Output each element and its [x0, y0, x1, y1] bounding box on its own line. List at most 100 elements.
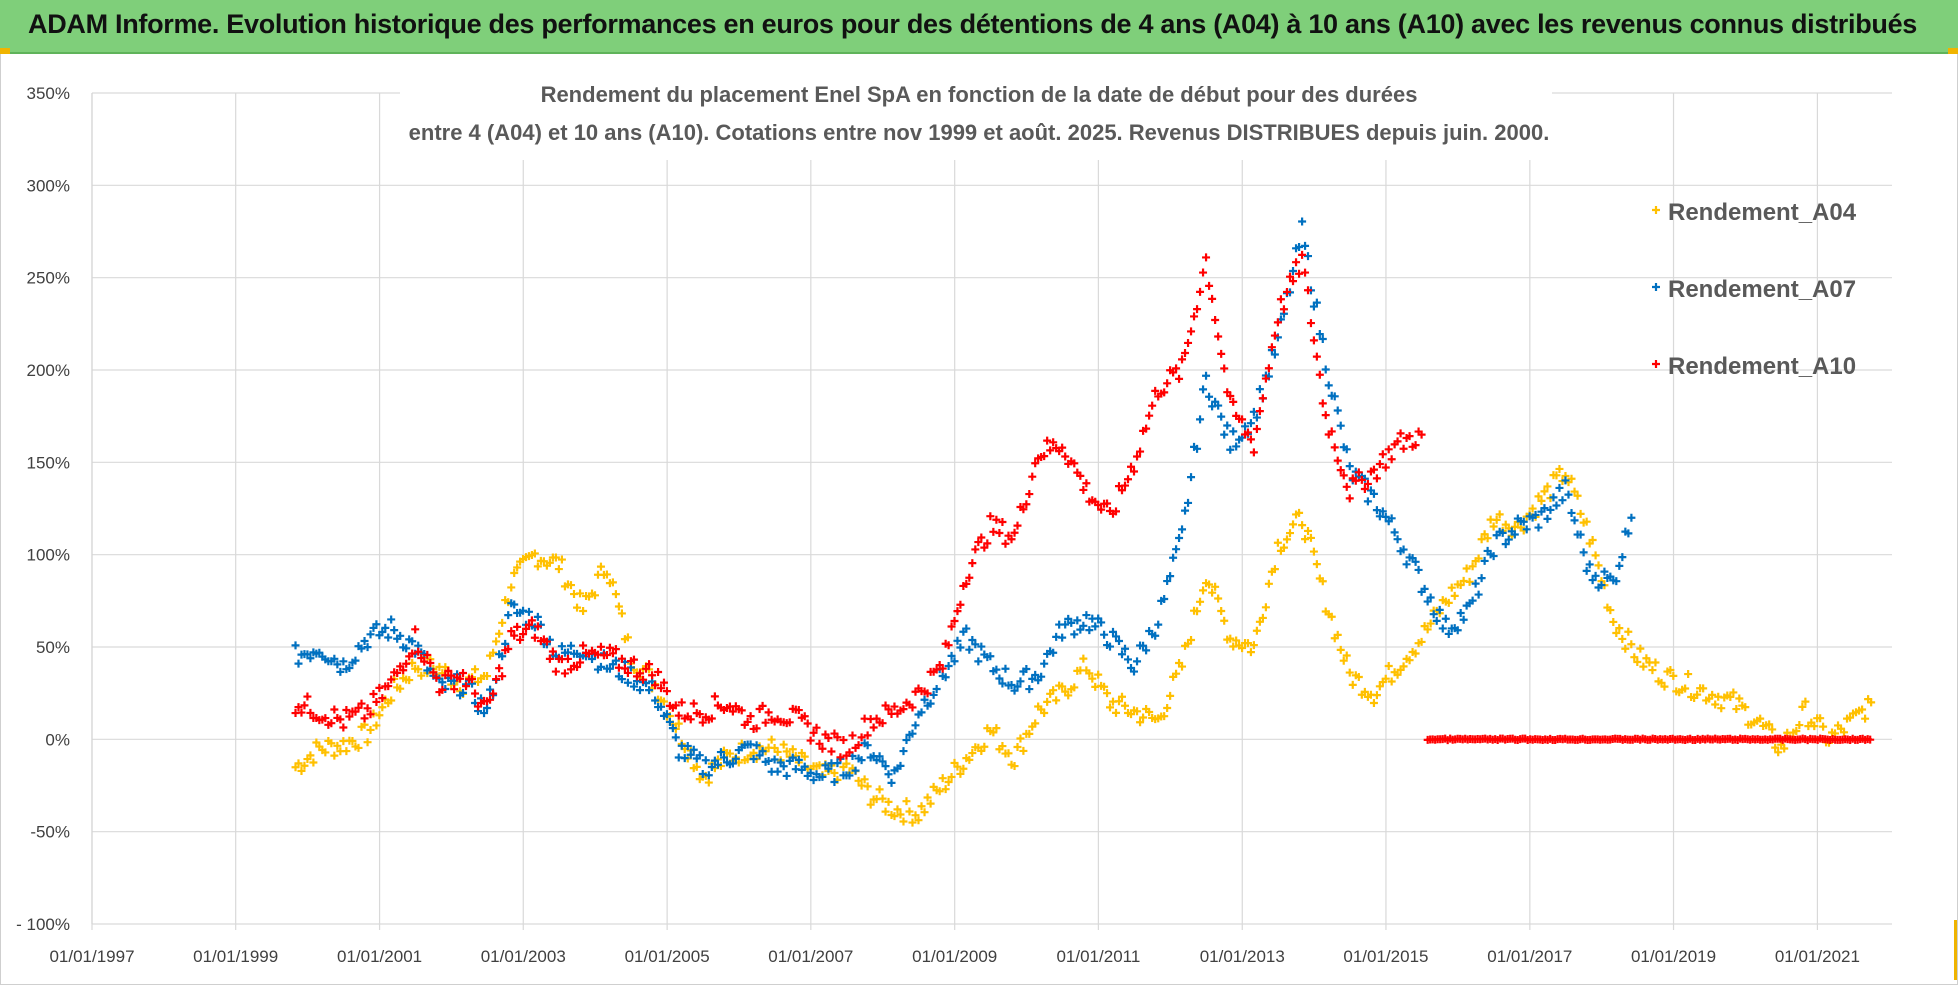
data-point [857, 733, 866, 742]
data-point [1666, 665, 1675, 674]
data-point [878, 794, 887, 803]
data-point [402, 659, 411, 668]
data-point [1363, 479, 1372, 488]
data-point [557, 642, 566, 651]
data-point [635, 669, 644, 678]
data-point [1384, 445, 1393, 454]
data-point [522, 624, 531, 633]
data-point [830, 777, 839, 786]
data-point [1564, 490, 1573, 499]
data-point [1561, 476, 1570, 485]
data-point [444, 666, 453, 675]
data-point [1217, 349, 1226, 358]
data-point [1369, 489, 1378, 498]
data-point [746, 712, 755, 721]
data-point [974, 538, 983, 547]
data-point [848, 731, 857, 740]
data-point [1279, 543, 1288, 552]
legend: Rendement_A04 Rendement_A07 Rendement_A10 [1652, 199, 1857, 380]
data-point [1819, 722, 1828, 731]
data-point [1136, 718, 1145, 727]
data-point [1028, 472, 1037, 481]
data-point [824, 734, 833, 742]
data-point [608, 578, 617, 587]
data-point [809, 728, 818, 737]
x-tick-label: 01/01/2019 [1631, 947, 1716, 966]
data-point [1375, 460, 1384, 469]
data-point [635, 686, 644, 695]
data-point [818, 772, 827, 781]
data-point [1133, 707, 1142, 716]
data-point [1298, 521, 1307, 530]
data-point [689, 699, 698, 708]
data-point [1070, 630, 1079, 639]
data-point [1163, 704, 1172, 713]
data-point [749, 754, 758, 763]
data-point [962, 579, 971, 588]
data-point [372, 721, 381, 730]
data-point [794, 755, 803, 764]
data-point [710, 756, 719, 765]
data-point [1534, 492, 1543, 501]
data-point [513, 622, 522, 631]
data-point [1417, 430, 1426, 439]
data-point [1570, 487, 1579, 496]
data-point [387, 675, 396, 684]
data-point [1169, 368, 1178, 377]
data-point [654, 667, 663, 676]
data-point [1243, 639, 1252, 648]
data-point [1175, 533, 1184, 542]
data-point [698, 770, 707, 779]
data-point [1130, 467, 1139, 476]
data-point [1306, 319, 1315, 328]
data-point [977, 533, 986, 542]
data-point [1771, 743, 1780, 752]
data-point [1309, 547, 1318, 556]
data-point [1160, 712, 1169, 721]
data-point [539, 557, 548, 566]
data-point [1190, 312, 1199, 321]
data-point [623, 633, 632, 642]
data-point [623, 668, 632, 677]
data-point [495, 664, 504, 673]
data-point [1381, 463, 1390, 472]
data-point [1438, 624, 1447, 633]
corner-mark-bottom-right [1954, 920, 1958, 980]
data-point [1444, 598, 1453, 607]
data-point [300, 761, 309, 770]
data-point [657, 702, 666, 711]
data-point [812, 723, 821, 732]
x-tick-label: 01/01/2001 [337, 947, 422, 966]
data-point [1226, 445, 1235, 454]
data-point [510, 600, 519, 609]
data-point [1774, 748, 1783, 757]
data-point [327, 739, 336, 748]
data-point [857, 756, 866, 765]
data-point [1372, 506, 1381, 515]
data-point [944, 662, 953, 671]
data-point [995, 674, 1004, 683]
data-point [408, 637, 417, 646]
data-point [899, 747, 908, 756]
data-point [959, 764, 968, 773]
x-tick-label: 01/01/2013 [1200, 947, 1285, 966]
data-point [953, 636, 962, 645]
data-point [1652, 206, 1660, 214]
data-point [639, 675, 648, 684]
data-point [1312, 298, 1321, 307]
data-point [384, 633, 393, 642]
data-point [489, 689, 498, 698]
data-point [1741, 703, 1750, 712]
data-point [312, 738, 321, 747]
data-point [366, 725, 375, 734]
grid-lines [91, 92, 1892, 930]
data-point [554, 565, 563, 574]
data-point [1681, 684, 1690, 693]
series-rendement-a07 [291, 217, 1636, 787]
data-point [579, 607, 588, 616]
data-point [1013, 742, 1022, 751]
data-point [330, 705, 339, 714]
data-point [1429, 610, 1438, 619]
data-point [492, 675, 501, 684]
data-point [1166, 691, 1175, 700]
